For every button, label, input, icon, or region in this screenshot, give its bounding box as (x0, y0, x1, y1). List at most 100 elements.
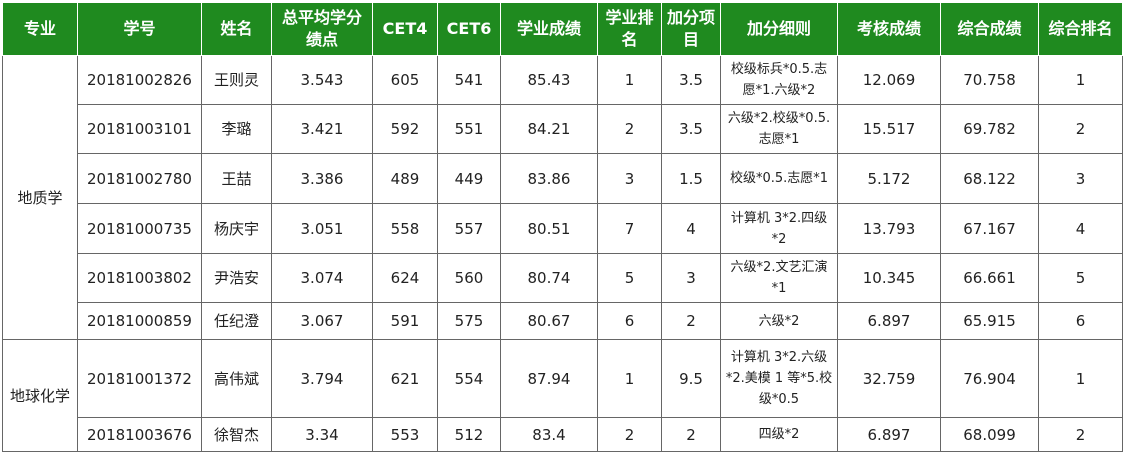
bonus-detail-cell: 校级*0.5.志愿*1 (720, 153, 838, 204)
data-cell: 1.5 (661, 153, 721, 204)
data-row: 20181003802 尹浩安 3.074 624 560 80.74 5 3 六级*2.文艺汇… (3, 253, 1123, 303)
data-cell: 85.43 (500, 55, 598, 105)
data-cell: 5 (1038, 253, 1123, 303)
data-cell: 5 (597, 253, 662, 303)
data-cell: 1 (1038, 55, 1123, 105)
header-cell: 考核成绩 (837, 2, 941, 56)
data-cell: 68.122 (940, 153, 1039, 204)
data-cell: 592 (372, 104, 438, 154)
data-cell: 6.897 (837, 302, 941, 340)
bonus-detail-cell: 六级*2.文艺汇演*1 (720, 253, 838, 303)
data-cell: 2 (661, 302, 721, 340)
bonus-detail-cell: 六级*2.校级*0.5.志愿*1 (720, 104, 838, 154)
data-cell: 20181000735 (77, 203, 202, 254)
data-cell: 20181002780 (77, 153, 202, 204)
data-cell: 3 (661, 253, 721, 303)
bonus-detail-cell: 计算机 3*2.六级*2.美模 1 等*5.校级*0.5 (720, 339, 838, 418)
data-cell: 575 (437, 302, 501, 340)
data-cell: 15.517 (837, 104, 941, 154)
data-cell: 王喆 (201, 153, 272, 204)
header-cell: 姓名 (201, 2, 272, 56)
data-cell: 3 (597, 153, 662, 204)
bonus-detail-cell: 校级标兵*0.5.志愿*1.六级*2 (720, 55, 838, 105)
data-cell: 王则灵 (201, 55, 272, 105)
data-cell: 2 (597, 417, 662, 452)
data-cell: 12.069 (837, 55, 941, 105)
header-cell: CET4 (372, 2, 438, 56)
data-cell: 624 (372, 253, 438, 303)
data-cell: 20181000859 (77, 302, 202, 340)
data-cell: 489 (372, 153, 438, 204)
data-cell: 3.543 (271, 55, 373, 105)
header-row: 专业 学号 姓名 总平均学分绩点 CET4 CET6 学业成绩 学业排名 加分项目 加分细则 考核成… (2, 2, 1123, 56)
data-cell: 554 (437, 339, 501, 418)
data-cell: 李璐 (201, 104, 272, 154)
data-cell: 3.074 (271, 253, 373, 303)
data-cell: 83.4 (500, 417, 598, 452)
data-cell: 9.5 (661, 339, 721, 418)
major-cell: 地球化学 (2, 339, 78, 452)
data-cell: 65.915 (940, 302, 1039, 340)
data-cell: 80.67 (500, 302, 598, 340)
data-cell: 67.167 (940, 203, 1039, 254)
data-cell: 558 (372, 203, 438, 254)
data-cell: 557 (437, 203, 501, 254)
data-cell: 1 (1038, 339, 1123, 418)
data-cell: 3.5 (661, 104, 721, 154)
data-cell: 2 (1038, 104, 1123, 154)
data-cell: 5.172 (837, 153, 941, 204)
data-cell: 591 (372, 302, 438, 340)
data-cell: 20181001372 (77, 339, 202, 418)
data-row: 20181002780 王喆 3.386 489 449 83.86 3 1.5 校级*0.5.… (3, 153, 1123, 204)
data-cell: 3.794 (271, 339, 373, 418)
data-cell: 32.759 (837, 339, 941, 418)
data-cell: 6 (597, 302, 662, 340)
data-cell: 20181002826 (77, 55, 202, 105)
data-cell: 3.5 (661, 55, 721, 105)
data-cell: 3.421 (271, 104, 373, 154)
header-cell: 综合成绩 (940, 2, 1039, 56)
header-cell: 学号 (77, 2, 202, 56)
header-cell: 综合排名 (1038, 2, 1123, 56)
header-cell: 加分细则 (720, 2, 838, 56)
major-cell: 地质学 (2, 55, 78, 340)
table-body: 地质学 20181002826 王则灵 3.543 605 541 85.43 1 3.5 校级标… (2, 55, 1123, 452)
data-cell: 449 (437, 153, 501, 204)
bonus-detail-cell: 计算机 3*2.四级*2 (720, 203, 838, 254)
data-cell: 6 (1038, 302, 1123, 340)
data-row: 地质学 20181002826 王则灵 3.543 605 541 85.43 1 3.5 校级标… (2, 55, 1123, 340)
data-cell: 553 (372, 417, 438, 452)
data-cell: 1 (597, 339, 662, 418)
header-cell: 学业成绩 (500, 2, 598, 56)
data-cell: 高伟斌 (201, 339, 272, 418)
header-cell: 专业 (2, 2, 78, 56)
data-cell: 87.94 (500, 339, 598, 418)
data-cell: 2 (597, 104, 662, 154)
data-cell: 80.51 (500, 203, 598, 254)
data-cell: 3.386 (271, 153, 373, 204)
data-cell: 20181003802 (77, 253, 202, 303)
header-cell: CET6 (437, 2, 501, 56)
data-cell: 68.099 (940, 417, 1039, 452)
data-cell: 541 (437, 55, 501, 105)
data-cell: 10.345 (837, 253, 941, 303)
data-cell: 76.904 (940, 339, 1039, 418)
header-cell: 加分项目 (661, 2, 721, 56)
data-cell: 551 (437, 104, 501, 154)
data-cell: 3.067 (271, 302, 373, 340)
data-cell: 66.661 (940, 253, 1039, 303)
data-cell: 560 (437, 253, 501, 303)
data-cell: 尹浩安 (201, 253, 272, 303)
data-row: 地球化学 20181001372 高伟斌 3.794 621 554 87.94 1 9.5 计算… (2, 339, 1123, 452)
data-cell: 3.051 (271, 203, 373, 254)
data-cell: 7 (597, 203, 662, 254)
data-cell: 徐智杰 (201, 417, 272, 452)
data-cell: 杨庆宇 (201, 203, 272, 254)
data-row: 20181003676 徐智杰 3.34 553 512 83.4 2 2 四级*2 6.897 6… (3, 417, 1123, 452)
data-cell: 20181003676 (77, 417, 202, 452)
data-cell: 70.758 (940, 55, 1039, 105)
data-row: 20181000735 杨庆宇 3.051 558 557 80.51 7 4 计算机 3*2.… (3, 203, 1123, 254)
data-row: 20181000859 任纪澄 3.067 591 575 80.67 6 2 六级*2 6.89… (3, 302, 1123, 340)
data-cell: 3 (1038, 153, 1123, 204)
